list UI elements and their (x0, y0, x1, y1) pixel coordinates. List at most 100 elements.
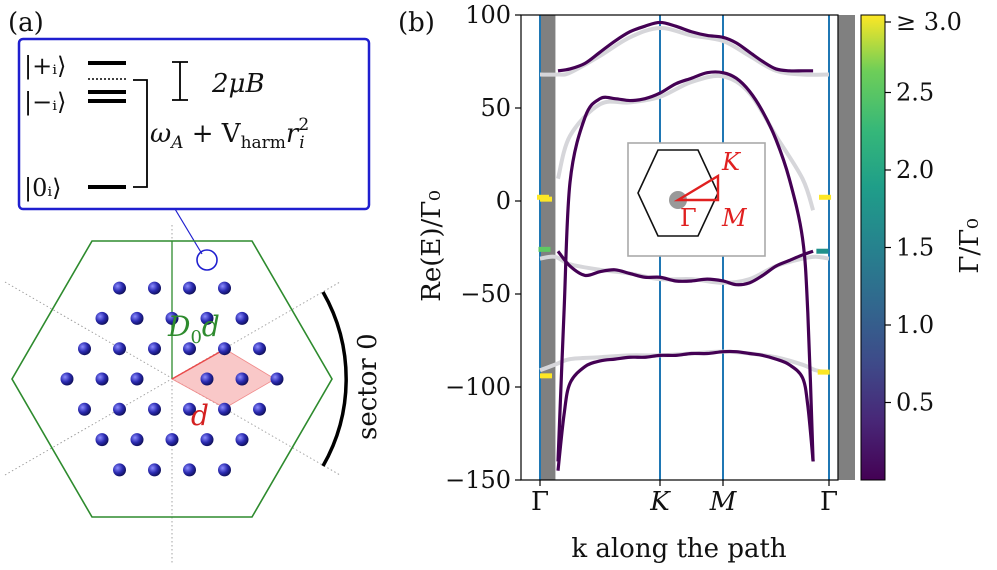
atom (148, 463, 161, 477)
atom (78, 402, 91, 416)
brillouin-zone-inset: K Γ M (627, 142, 766, 257)
trap-sup-2: 2 (298, 115, 309, 135)
atom (200, 372, 214, 386)
atom (218, 402, 231, 416)
atom (95, 433, 109, 447)
atom (113, 281, 126, 295)
atom (183, 463, 196, 477)
colorbar-tick-label: 0.5 (896, 389, 934, 417)
atom (253, 342, 266, 356)
atom (95, 372, 109, 386)
atom (253, 402, 266, 416)
panel-b-label: (b) (398, 8, 435, 38)
atom (200, 311, 214, 325)
inset-M-label: M (721, 204, 748, 232)
trap-energy-label: ωA + Vharmr2 i (150, 115, 309, 153)
hexagon-boundary (11, 240, 333, 518)
atom (78, 342, 91, 356)
trap-sub-harm: harm (241, 133, 286, 153)
trap-r: r (286, 119, 300, 149)
trap-omega: ω (150, 119, 171, 149)
y-tick-label: 100 (465, 1, 511, 29)
atom (200, 433, 214, 447)
highlighted-atom-ring (196, 249, 218, 271)
atom (235, 372, 249, 386)
atom (183, 342, 196, 356)
band-band4 (556, 349, 815, 471)
panel-a-label: (a) (8, 8, 44, 38)
reference-band (539, 26, 830, 77)
atom (130, 433, 144, 447)
trap-sub-i: i (299, 133, 304, 153)
inset-K-label: K (721, 148, 742, 176)
atom (113, 402, 126, 416)
y-tick-label: −150 (445, 466, 511, 494)
colorbar-tick-label: ≥ 3.0 (896, 8, 962, 36)
high-loss-point (538, 246, 551, 252)
atom (183, 402, 196, 416)
light-cone-strip (838, 15, 855, 480)
atom (60, 372, 74, 386)
level-minus-label: |−ᵢ⟩ (24, 88, 66, 117)
colorbar-tick-label: 1.5 (896, 234, 934, 262)
high-loss-point (816, 248, 829, 254)
trap-bracket (133, 79, 148, 188)
atom (113, 463, 126, 477)
level-zero-label: |0ᵢ⟩ (24, 174, 62, 203)
y-tick-label: 50 (480, 94, 511, 122)
distance-sub-0: 0 (190, 327, 201, 348)
level-plus-label: |+ᵢ⟩ (24, 52, 66, 81)
unit-cell-vector (171, 348, 226, 380)
box-connector-line (174, 208, 203, 255)
atom (183, 281, 196, 295)
atom (165, 311, 179, 325)
high-loss-point (819, 194, 832, 200)
atom (235, 433, 249, 447)
colorbar-tick-label: 1.0 (896, 311, 934, 339)
y-tick-label: −100 (445, 373, 511, 401)
atom (218, 342, 231, 356)
zeeman-label: 2μB (211, 69, 265, 99)
band-band3 (556, 249, 814, 287)
atom (95, 311, 109, 325)
colorbar-tick-label: 2.5 (896, 79, 934, 107)
x-tick-label: Γ (820, 487, 838, 517)
atom (148, 342, 161, 356)
atom (218, 463, 231, 477)
atom (270, 372, 284, 386)
high-loss-point (817, 369, 830, 375)
energy-level-box (17, 37, 371, 211)
atom (148, 402, 161, 416)
distance-D: D (167, 310, 190, 343)
colorbar-ticks: 0.5 1.0 1.5 2.0 2.5 ≥ 3.0 (885, 8, 962, 417)
trap-sub-a: A (169, 133, 183, 153)
band-band1 (557, 20, 814, 73)
colorbar (860, 14, 886, 481)
distance-d: d (202, 310, 220, 343)
unit-cell-rhombus (171, 348, 276, 409)
sector-arc (321, 291, 348, 467)
high-loss-point (540, 373, 552, 379)
zeeman-bracket (172, 61, 188, 101)
colorbar-label: Γ/Γ₀ (955, 218, 985, 273)
inset-path (673, 173, 720, 202)
y-tick-label: −50 (460, 280, 511, 308)
y-tick-label: 0 (496, 187, 511, 215)
atom (235, 311, 249, 325)
distance-label: D0d (167, 310, 220, 348)
panel-a: (a) |+ᵢ⟩ |−ᵢ⟩ |0ᵢ⟩ 2μB ωA + Vharmr2 i (4, 8, 383, 565)
x-axis-label: k along the path (571, 534, 787, 564)
sector-label: sector 0 (353, 333, 383, 440)
atom (113, 342, 126, 356)
reference-band (556, 73, 816, 211)
x-tick-label: M (709, 487, 738, 517)
atom (165, 433, 179, 447)
y-axis-label: Re(E)/Γ₀ (417, 190, 447, 301)
trap-plus-v: + V (183, 119, 241, 149)
atom (130, 311, 144, 325)
inset-Gamma-label: Γ (680, 204, 697, 232)
atom (130, 372, 144, 386)
